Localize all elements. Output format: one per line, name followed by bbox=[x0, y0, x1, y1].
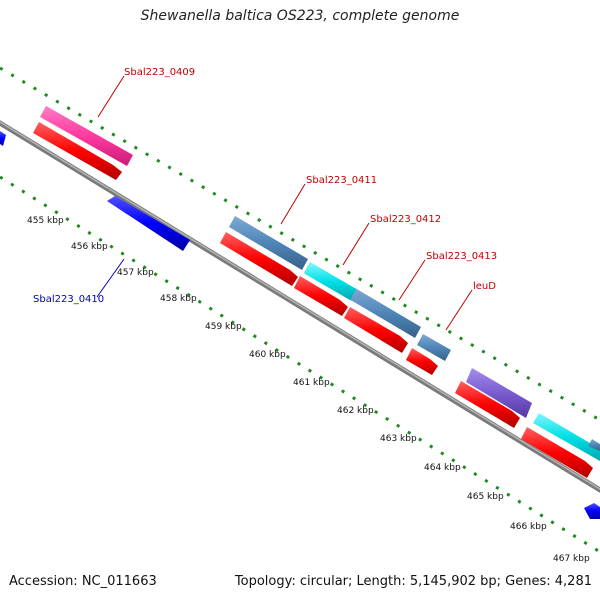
tick-label-463: 463 kbp bbox=[380, 434, 417, 444]
gene-label-sbal223-0412: Sbal223_0412 bbox=[370, 214, 441, 225]
feature-sbal223-0413-cds[interactable] bbox=[344, 307, 408, 353]
label-leaders bbox=[96, 75, 473, 331]
gene-label-sbal223-0410: Sbal223_0410 bbox=[33, 294, 104, 305]
feature-sbal223-0412-cds[interactable] bbox=[294, 276, 348, 316]
gene-label-sbal223-0413: Sbal223_0413 bbox=[426, 251, 497, 262]
leader-sbal223-0413 bbox=[398, 259, 426, 301]
tick-label-459: 459 kbp bbox=[205, 322, 242, 332]
feature-leud-band[interactable] bbox=[417, 334, 451, 361]
tick-label-466: 466 kbp bbox=[510, 522, 547, 532]
feature-sbal223-0409-band[interactable] bbox=[40, 106, 133, 166]
feature-leud-cds[interactable] bbox=[406, 348, 438, 375]
tick-label-464: 464 kbp bbox=[424, 463, 461, 473]
leader-leud bbox=[445, 289, 473, 331]
tick-label-460: 460 kbp bbox=[249, 350, 286, 360]
tick-label-467: 467 kbp bbox=[553, 554, 590, 564]
gene-label-leud: leuD bbox=[473, 281, 496, 292]
tick-label-457: 457 kbp bbox=[117, 268, 154, 278]
tick-label-465: 465 kbp bbox=[467, 492, 504, 502]
tick-label-462: 462 kbp bbox=[337, 406, 374, 416]
feature-sbal223-0411-band[interactable] bbox=[229, 216, 308, 270]
genome-backbone-highlight bbox=[0, 121, 600, 490]
gene-label-sbal223-0411: Sbal223_0411 bbox=[306, 175, 377, 186]
leader-sbal223-0411 bbox=[280, 183, 306, 225]
features bbox=[0, 106, 600, 519]
gene-labels: Sbal223_0409 Sbal223_0411 Sbal223_0412 S… bbox=[33, 67, 497, 305]
genome-backbone bbox=[0, 120, 600, 493]
tick-label-455: 455 kbp bbox=[27, 216, 64, 226]
feature-blue-fragment-right[interactable] bbox=[584, 503, 600, 519]
feature-purple-band[interactable] bbox=[466, 368, 532, 418]
tick-label-456: 456 kbp bbox=[71, 242, 108, 252]
tick-label-458: 458 kbp bbox=[160, 294, 197, 304]
feature-reverse-fragment-left[interactable] bbox=[0, 131, 6, 146]
feature-steel-fragment-right[interactable] bbox=[588, 439, 600, 451]
axis-ticks: 455 kbp 456 kbp 457 kbp 458 kbp 459 kbp … bbox=[27, 216, 590, 564]
feature-sbal223-0409-cds[interactable] bbox=[33, 122, 122, 180]
feature-sbal223-0410-cds[interactable] bbox=[107, 196, 190, 251]
accession-text: Accession: NC_011663 bbox=[9, 574, 157, 589]
leader-sbal223-0412 bbox=[342, 222, 370, 266]
feature-sbal223-0412-band[interactable] bbox=[349, 288, 421, 338]
map-title: Shewanella baltica OS223, complete genom… bbox=[140, 8, 460, 24]
feature-sbal223-0411-cds[interactable] bbox=[220, 232, 298, 286]
feature-cyan-band-right[interactable] bbox=[533, 413, 600, 461]
leader-sbal223-0410 bbox=[96, 258, 125, 298]
feature-sbal223-0413-band[interactable] bbox=[305, 263, 356, 300]
feature-red-cds-right-2[interactable] bbox=[521, 427, 593, 478]
inner-tick-rail bbox=[0, 175, 600, 554]
gene-label-sbal223-0409: Sbal223_0409 bbox=[124, 67, 195, 78]
tick-label-461: 461 kbp bbox=[293, 378, 330, 388]
genome-summary-text: Topology: circular; Length: 5,145,902 bp… bbox=[234, 574, 592, 589]
leader-sbal223-0409 bbox=[97, 75, 125, 118]
feature-red-cds-right-1[interactable] bbox=[455, 381, 520, 428]
